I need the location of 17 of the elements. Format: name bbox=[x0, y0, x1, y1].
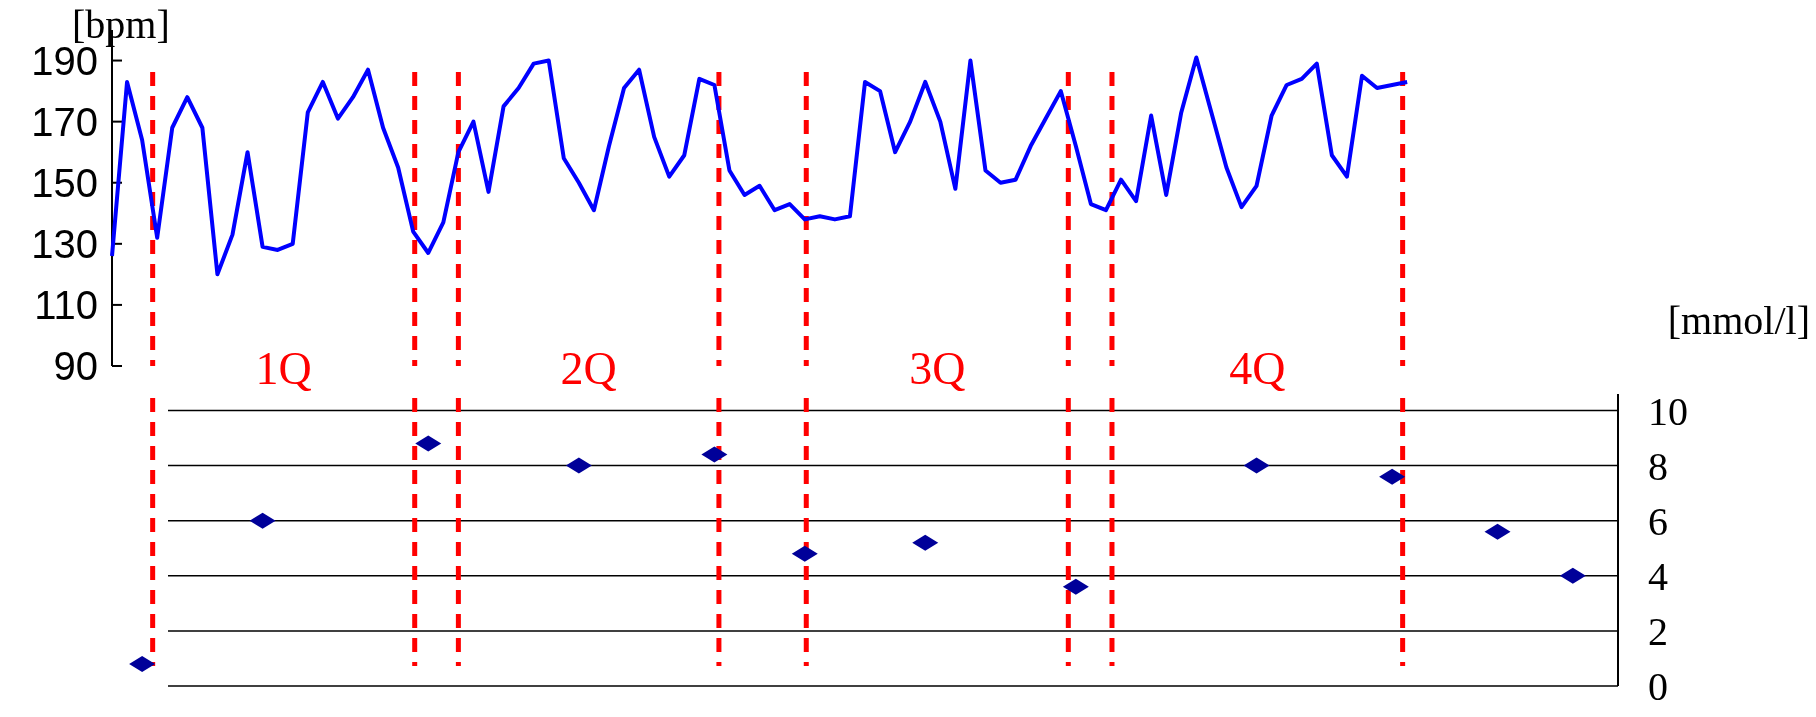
y-tick-label: 0 bbox=[1648, 664, 1668, 709]
y-axis-title: [mmol/l] bbox=[1667, 298, 1810, 343]
y-tick-label: 150 bbox=[31, 160, 98, 205]
annotation: 1Q bbox=[255, 343, 312, 394]
y-tick-label: 90 bbox=[53, 344, 98, 388]
y-tick-label: 110 bbox=[34, 282, 98, 327]
y-tick-label: 4 bbox=[1648, 553, 1668, 599]
y-tick-label: 170 bbox=[31, 99, 98, 144]
annotation: 4Q bbox=[1229, 343, 1286, 394]
y-tick-label: 2 bbox=[1648, 608, 1668, 654]
annotation: 3Q bbox=[909, 343, 966, 394]
y-tick-label: 10 bbox=[1648, 388, 1688, 434]
y-tick-label: 6 bbox=[1648, 498, 1668, 544]
annotation: 2Q bbox=[560, 343, 617, 394]
line-series bbox=[110, 55, 1410, 277]
y-tick-label: 8 bbox=[1648, 443, 1668, 489]
y-tick-label: 130 bbox=[31, 221, 98, 266]
